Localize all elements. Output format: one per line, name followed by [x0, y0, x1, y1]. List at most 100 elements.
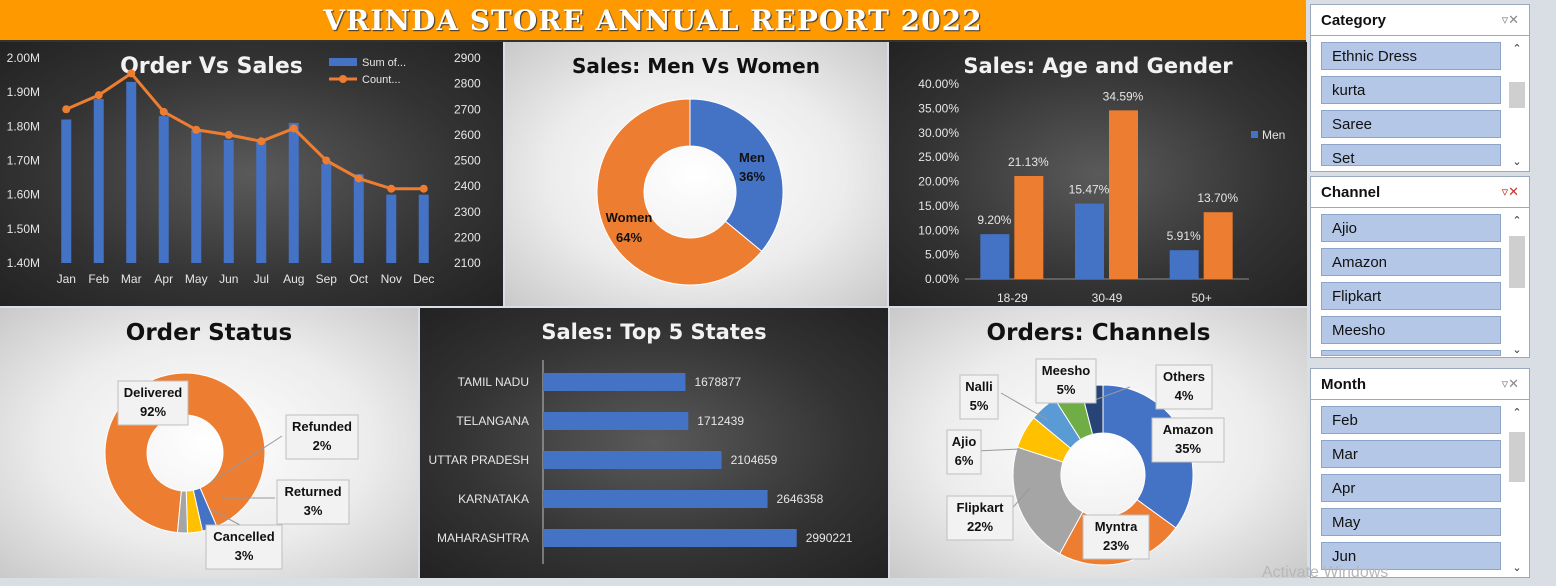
series-line: [65, 71, 424, 191]
men-vs-women-panel[interactable]: Sales: Men Vs Women Men 36% Women 64%: [505, 42, 887, 306]
data-label: 1678877: [694, 375, 741, 389]
legend-swatch-marker: [339, 75, 347, 83]
channel-slicer[interactable]: Channel ▿✕ Ajio Amazon Flipkart Meesho ⌃…: [1310, 176, 1530, 358]
age-gender-panel[interactable]: Sales: Age and Gender 0.00% 5.00% 10.00% 15…: [889, 42, 1307, 306]
y-axis-right-tick: 2400: [454, 179, 481, 193]
top-states-panel[interactable]: Sales: Top 5 States TAMIL NADU 1678877 TEL…: [420, 308, 888, 578]
category-label: MAHARASHTRA: [437, 531, 529, 545]
scroll-thumb[interactable]: [1509, 82, 1525, 108]
clear-filter-icon[interactable]: ▿✕: [1501, 12, 1519, 27]
x-axis-tick: Oct: [349, 272, 368, 286]
y-axis-right-tick: 2500: [454, 154, 481, 168]
data-label: 9.20%: [977, 213, 1011, 227]
data-label-box: [1035, 358, 1097, 404]
bar: [543, 451, 722, 469]
slicer-item-partial[interactable]: [1321, 350, 1501, 356]
data-label-box: [1155, 364, 1213, 410]
data-label: Ajio: [952, 434, 977, 449]
bar: [386, 194, 397, 263]
top-states-chart: TAMIL NADU 1678877 TELANGANA 1712439 UTTAR P…: [429, 360, 853, 564]
chart-title: Orders: Channels: [986, 320, 1211, 346]
order-vs-sales-chart: 1.40M 1.50M 1.60M 1.70M 1.80M 1.90M 2.00M 2100 2…: [7, 51, 481, 286]
slicer-item[interactable]: Ethnic Dress: [1321, 42, 1501, 70]
age-gender-chart: 0.00% 5.00% 10.00% 15.00% 20.00% 25.00% 30.00%…: [918, 77, 1285, 305]
bar: [418, 194, 429, 263]
data-label-box: [1151, 417, 1225, 463]
slicer-item[interactable]: May: [1321, 508, 1501, 536]
x-axis-tick: Feb: [88, 272, 109, 286]
y-axis-tick: 25.00%: [918, 150, 959, 164]
bar: [543, 529, 797, 547]
slicer-title: Category: [1321, 11, 1387, 29]
data-label-box: [205, 524, 283, 570]
data-label: 2104659: [731, 453, 778, 467]
slicer-item[interactable]: Amazon: [1321, 248, 1501, 276]
data-label: 3%: [235, 548, 254, 563]
category-slicer[interactable]: Category ▿✕ Ethnic Dress kurta Saree Set…: [1310, 4, 1530, 172]
slicer-item[interactable]: Ajio: [1321, 214, 1501, 242]
slicer-item[interactable]: Mar: [1321, 440, 1501, 468]
bar: [543, 412, 689, 430]
pie-slice-women: [596, 98, 763, 286]
data-label: 21.13%: [1008, 155, 1049, 169]
slicer-item[interactable]: Flipkart: [1321, 282, 1501, 310]
scroll-up-icon[interactable]: ⌃: [1512, 215, 1522, 227]
slicer-scrollbar[interactable]: ⌃ ⌄: [1507, 214, 1527, 356]
month-slicer[interactable]: Month ▿✕ Feb Mar Apr May Jun ⌃ ⌄: [1310, 368, 1530, 578]
order-status-panel[interactable]: Order Status Delivered 92% Refunded 2% Retur…: [0, 308, 418, 578]
slicer-item[interactable]: kurta: [1321, 76, 1501, 104]
data-label: 2%: [313, 438, 332, 453]
line-point: [257, 137, 266, 146]
line-point: [387, 184, 396, 193]
channels-panel[interactable]: Orders: Channels Amazon 35% Myntra 23% Flipk…: [890, 308, 1307, 578]
slicer-item[interactable]: Meesho: [1321, 316, 1501, 344]
channels-chart: Amazon 35% Myntra 23% Flipkart 22% Ajio 6% Nalli…: [946, 358, 1225, 566]
data-label: 3%: [304, 503, 323, 518]
bar: [980, 234, 1010, 279]
slicer-item[interactable]: Apr: [1321, 474, 1501, 502]
data-label: Cancelled: [213, 529, 274, 544]
data-label: 64%: [616, 230, 642, 245]
scroll-down-icon[interactable]: ⌄: [1512, 156, 1522, 168]
y-axis-right-tick: 2200: [454, 230, 481, 244]
slicer-item[interactable]: Set: [1321, 144, 1501, 167]
scroll-down-icon[interactable]: ⌄: [1512, 562, 1522, 574]
slicer-item[interactable]: Feb: [1321, 406, 1501, 434]
line-point: [419, 184, 428, 193]
clear-filter-icon[interactable]: ▿✕: [1501, 184, 1519, 199]
bar: [191, 129, 202, 263]
scroll-thumb[interactable]: [1509, 432, 1525, 482]
y-axis-left-tick: 1.60M: [7, 188, 40, 202]
data-label-box: [959, 374, 999, 420]
bar: [93, 99, 104, 263]
bar: [1075, 203, 1104, 279]
scroll-up-icon[interactable]: ⌃: [1512, 407, 1522, 419]
order-status-chart: Delivered 92% Refunded 2% Returned 3% Cancelle…: [104, 372, 359, 570]
data-label: Flipkart: [957, 500, 1005, 515]
scroll-thumb[interactable]: [1509, 236, 1525, 288]
scroll-up-icon[interactable]: ⌃: [1512, 43, 1522, 55]
data-label: Others: [1163, 369, 1205, 384]
order-vs-sales-panel[interactable]: Order Vs Sales 1.40M 1.50M 1.60M 1.70M 1.80M…: [0, 42, 503, 306]
slicer-item[interactable]: Saree: [1321, 110, 1501, 138]
y-axis-left-tick: 1.90M: [7, 85, 40, 99]
y-axis-tick: 40.00%: [918, 77, 959, 91]
bar: [321, 163, 332, 263]
data-label: Women: [606, 210, 653, 225]
slicer-scrollbar[interactable]: ⌃ ⌄: [1507, 406, 1527, 574]
y-axis-right-tick: 2900: [454, 51, 481, 65]
data-label: 5%: [1057, 382, 1076, 397]
data-label: 92%: [140, 404, 166, 419]
clear-filter-icon[interactable]: ▿✕: [1501, 376, 1519, 391]
data-label: Delivered: [124, 385, 183, 400]
bar: [353, 174, 364, 263]
slicer-item[interactable]: Jun: [1321, 542, 1501, 570]
category-label: TAMIL NADU: [458, 375, 529, 389]
slicer-scrollbar[interactable]: ⌃ ⌄: [1507, 42, 1527, 168]
data-label: Myntra: [1095, 519, 1138, 534]
x-axis-tick: Dec: [413, 272, 434, 286]
report-title-bar: VRINDA STORE ANNUAL REPORT 2022: [0, 0, 1306, 42]
scroll-down-icon[interactable]: ⌄: [1512, 344, 1522, 356]
category-label: UTTAR PRADESH: [429, 453, 529, 467]
line-point: [192, 125, 201, 134]
